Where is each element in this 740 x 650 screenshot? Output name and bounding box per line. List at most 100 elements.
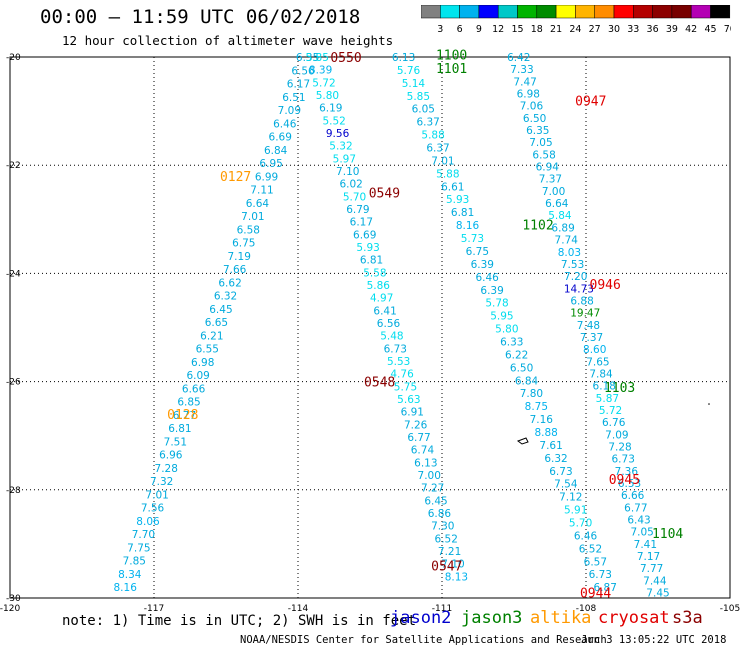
wave-height-value: 6.53 — [618, 478, 641, 490]
wave-height-value: 6.45 — [209, 304, 232, 316]
wave-height-value: 5.48 — [380, 331, 403, 343]
wave-height-value: 6.64 — [545, 198, 569, 210]
wave-height-value: 6.37 — [416, 117, 439, 129]
wave-height-value: 7.01 — [241, 211, 264, 223]
wave-height-value: 7.30 — [431, 521, 454, 533]
colorbar-tick-label: 33 — [627, 24, 639, 35]
wave-height-value: 6.57 — [584, 556, 607, 568]
wave-height-value: 6.21 — [200, 330, 223, 342]
wave-height-value: 5.63 — [397, 394, 420, 406]
colorbar-tick-label: 27 — [589, 24, 601, 35]
wave-height-value: 7.01 — [431, 155, 454, 167]
wave-height-value: 6.69 — [353, 229, 376, 241]
wave-height-value: 6.43 — [627, 515, 650, 527]
wave-height-value: 6.94 — [536, 162, 560, 174]
colorbar-tick-label: 36 — [647, 24, 659, 35]
pass-time-label: 1104 — [652, 527, 683, 542]
wave-height-value: 7.21 — [438, 546, 461, 558]
wave-height-value: 5.85 — [306, 52, 329, 64]
pass-time-label: 1103 — [604, 381, 635, 396]
colorbar-tick-label: 39 — [666, 24, 678, 35]
colorbar-tick-label: 3 — [437, 24, 443, 35]
wave-height-value: 5.91 — [564, 505, 587, 517]
y-tick-label: -22 — [6, 161, 21, 171]
map-subtitle: 12 hour collection of altimeter wave hei… — [62, 33, 394, 48]
wave-height-value: 8.03 — [558, 247, 581, 259]
color-scale-legend: 36912151821242730333639424570(ft) — [421, 5, 731, 35]
colorbar-tick-label: 15 — [511, 24, 523, 35]
wave-height-value: 6.32 — [544, 453, 567, 465]
wave-height-value: 5.32 — [329, 141, 352, 153]
colorbar-tick-label: 18 — [531, 24, 543, 35]
wave-height-value: 6.61 — [441, 181, 464, 193]
wave-height-value: 6.35 — [296, 52, 319, 64]
wave-height-value: 4.97 — [370, 293, 393, 305]
wave-height-value: 6.32 — [214, 291, 237, 303]
wave-height-value: 8.88 — [534, 427, 557, 439]
wave-height-value: 5.97 — [333, 153, 356, 165]
wave-height-value: 7.66 — [223, 264, 247, 276]
wave-height-value: 6.98 — [517, 89, 540, 101]
y-tick-label: -28 — [6, 486, 21, 496]
wave-height-value: 7.77 — [640, 563, 663, 575]
wave-height-value: 4.76 — [390, 369, 414, 381]
wave-height-value: 6.81 — [451, 207, 474, 219]
wave-height-value: 6.52 — [579, 543, 602, 555]
pass-time-label: 1101 — [436, 62, 467, 77]
wave-height-value: 8.06 — [136, 516, 160, 528]
pass-time-label: 0127 — [220, 170, 251, 185]
wave-height-value: 6.52 — [435, 533, 458, 545]
wave-height-value: 7.10 — [336, 166, 359, 178]
wave-height-value: 8.16 — [456, 220, 480, 232]
wave-height-value: 6.22 — [505, 349, 528, 361]
legend-jason3: jason3 — [461, 608, 523, 628]
wave-height-value: 8.13 — [445, 571, 468, 583]
wave-height-value: 5.78 — [485, 298, 508, 310]
wave-height-value: 6.84 — [515, 375, 539, 387]
wave-height-value: 5.93 — [446, 194, 469, 206]
wave-height-value: 6.17 — [350, 217, 373, 229]
wave-height-value: 7.05 — [529, 137, 552, 149]
wave-height-value: 7.44 — [643, 575, 667, 587]
wave-height-value: 6.77 — [624, 502, 647, 514]
wave-height-value: 6.87 — [594, 582, 617, 594]
wave-height-value: 6.58 — [532, 149, 555, 161]
wave-height-value: 6.18 — [593, 381, 616, 393]
colorbar-tick-label: 6 — [457, 24, 463, 35]
wave-height-value: 7.09 — [605, 429, 628, 441]
generated-date: Jun 3 13:05:22 UTC 2018 — [581, 634, 727, 646]
wave-height-value: 7.70 — [132, 529, 155, 541]
wave-height-value: 6.13 — [392, 52, 415, 64]
wave-height-value: 6.58 — [237, 224, 260, 236]
pass-time-label: 0946 — [590, 278, 621, 293]
wave-height-value: 6.33 — [500, 336, 523, 348]
wave-height-value: 5.72 — [312, 77, 335, 89]
map-frame — [9, 56, 731, 599]
colorbar-tick-label: 42 — [685, 24, 697, 35]
wave-height-value: 7.65 — [586, 356, 609, 368]
wave-height-value: 7.00 — [542, 186, 565, 198]
x-tick-label: -114 — [288, 604, 309, 614]
wave-height-value: 6.66 — [182, 383, 206, 395]
wave-height-value: 7.20 — [564, 271, 587, 283]
pass-time-label: 0944 — [580, 587, 611, 602]
wave-height-value: 9.56 — [326, 128, 350, 140]
wave-height-value: 6.69 — [269, 132, 292, 144]
wave-height-value: 6.46 — [475, 272, 499, 284]
wave-height-value: 7.47 — [513, 76, 536, 88]
wave-height-value: 8.34 — [118, 569, 142, 581]
wave-height-value: 7.74 — [555, 235, 579, 247]
wave-height-value: 6.42 — [507, 52, 530, 64]
wave-height-value: 6.46 — [574, 530, 598, 542]
wave-height-value: 7.75 — [127, 542, 150, 554]
wave-height-value: 6.73 — [612, 454, 635, 466]
wave-height-value: 5.86 — [367, 280, 391, 292]
colorbar-tick-label: 24 — [569, 24, 581, 35]
wave-height-value: 5.72 — [599, 405, 622, 417]
wave-height-value: 6.56 — [291, 65, 315, 77]
pass-time-label: 1102 — [522, 219, 553, 234]
wave-height-value: 8.16 — [114, 582, 138, 594]
wave-height-value: 5.80 — [316, 90, 339, 102]
wave-height-value: 5.70 — [343, 191, 366, 203]
colorbar-tick-label: 21 — [550, 24, 562, 35]
